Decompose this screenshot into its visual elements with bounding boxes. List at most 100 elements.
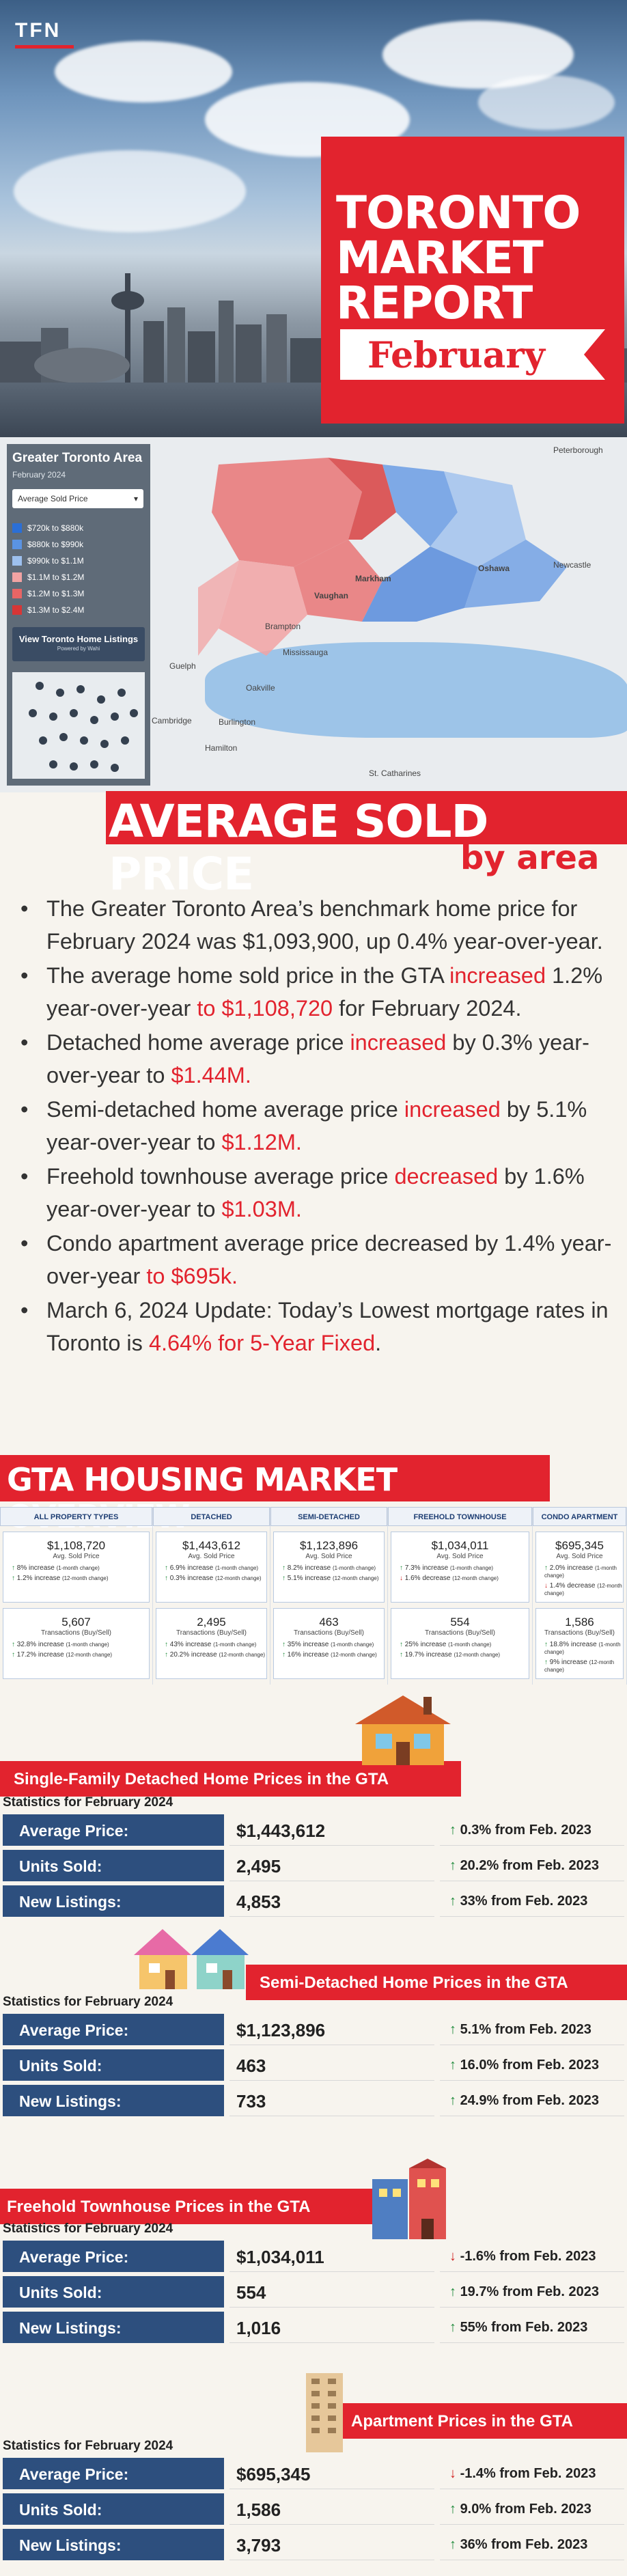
legend-item: $1.3M to $2.4M xyxy=(12,605,84,615)
stat-value: 4,853 xyxy=(229,1885,434,1917)
transactions-label: Transactions (Buy/Sell) xyxy=(176,1629,247,1637)
legend-swatch xyxy=(12,589,22,598)
overview-column-header: SEMI-DETACHED xyxy=(270,1507,387,1526)
change-text: 7.3% increase xyxy=(404,1564,449,1572)
avg-price-value: $1,123,896 xyxy=(299,1539,359,1552)
arrow-up-icon: ↑ xyxy=(400,1564,403,1572)
change-note: (1-month change) xyxy=(448,1642,492,1648)
change-text: 35% increase xyxy=(287,1641,329,1648)
arrow-down-icon: ↓ xyxy=(449,2466,456,2481)
change-text: 32.8% increase xyxy=(16,1641,64,1648)
highlight-emphasis: increased xyxy=(449,963,546,988)
arrow-up-icon: ↑ xyxy=(165,1564,168,1572)
stat-label: Average Price: xyxy=(3,2458,224,2489)
change-note: (1-month change) xyxy=(544,1565,617,1579)
arrow-up-icon: ↑ xyxy=(282,1651,285,1659)
map-label: Oshawa xyxy=(478,564,510,573)
stat-change-text: -1.6% from Feb. 2023 xyxy=(460,2249,596,2264)
change-note: (12-month change) xyxy=(452,1575,499,1581)
stats-row: Average Price: $695,345 ↓ -1.4% from Feb. … xyxy=(3,2458,624,2491)
section-title: Apartment Prices in the GTA xyxy=(351,2412,573,2430)
highlight-item: Freehold townhouse average price decreas… xyxy=(20,1160,615,1225)
highlight-text: Freehold townhouse average price xyxy=(46,1164,395,1189)
arrow-down-icon: ↓ xyxy=(544,1582,548,1590)
arrow-up-icon: ↑ xyxy=(449,1858,456,1873)
panel-subtitle: February 2024 xyxy=(12,470,66,480)
metric-select-value: Average Sold Price xyxy=(18,494,88,503)
arrow-up-icon: ↑ xyxy=(12,1575,15,1582)
title-line-2: MARKET xyxy=(336,232,544,284)
stat-value: $1,123,896 xyxy=(229,2014,434,2045)
transactions-value: 554 xyxy=(450,1616,470,1629)
change-note: (12-month change) xyxy=(66,1652,113,1658)
stat-value: 2,495 xyxy=(229,1850,434,1881)
highlight-emphasis: $1.44M. xyxy=(171,1063,251,1088)
arrow-up-icon: ↑ xyxy=(282,1641,285,1648)
market-highlights-list: The Greater Toronto Area’s benchmark hom… xyxy=(20,892,615,1361)
overview-column: DETACHED $1,443,612 Avg. Sold Price ↑ 6.9% … xyxy=(153,1507,270,1685)
arrow-up-icon: ↑ xyxy=(12,1641,15,1648)
arrow-up-icon: ↑ xyxy=(449,2058,456,2073)
stat-change: ↑ 24.9% from Feb. 2023 xyxy=(440,2085,624,2116)
month-label: February xyxy=(367,335,546,376)
change-text: 2.0% increase xyxy=(549,1564,594,1572)
stat-label: Units Sold: xyxy=(3,2493,224,2525)
overview-column: CONDO APARTMENT $695,345 Avg. Sold Price ↑ … xyxy=(533,1507,627,1685)
highlight-emphasis: increased xyxy=(350,1030,447,1055)
stat-change-text: 24.9% from Feb. 2023 xyxy=(460,2093,599,2108)
gta-price-map[interactable]: Peterborough Markham Vaughan Oshawa Bram… xyxy=(0,437,627,792)
section-title: Freehold Townhouse Prices in the GTA xyxy=(7,2198,311,2216)
overview-title-banner: GTA HOUSING MARKET OVERVIEW xyxy=(0,1455,550,1535)
map-label: Cambridge xyxy=(152,716,192,725)
change-note: (12-month change) xyxy=(544,1659,615,1673)
highlight-emphasis: $1.12M. xyxy=(221,1130,302,1154)
highlight-item: March 6, 2024 Update: Today’s Lowest mor… xyxy=(20,1294,615,1359)
highlight-text: by 5.1% year-over-year to xyxy=(46,1097,587,1154)
stat-value: 1,586 xyxy=(229,2493,434,2525)
stat-change: ↑ 0.3% from Feb. 2023 xyxy=(440,1814,624,1846)
price-card: $1,108,720 Avg. Sold Price ↑ 8% increase (… xyxy=(3,1532,150,1603)
stat-change: ↓ -1.4% from Feb. 2023 xyxy=(440,2458,624,2489)
section-banner: Single-Family Detached Home Prices in th… xyxy=(0,1761,461,1797)
metric-select[interactable]: Average Sold Price ▾ xyxy=(12,489,143,508)
change-text: 1.2% increase xyxy=(16,1575,61,1582)
stat-value: 463 xyxy=(229,2049,434,2081)
view-listings-label: View Toronto Home Listings xyxy=(18,634,139,644)
stats-row: New Listings: 4,853 ↑ 33% from Feb. 2023 xyxy=(3,1885,624,1918)
arrow-up-icon: ↑ xyxy=(400,1641,403,1648)
arrow-down-icon: ↓ xyxy=(400,1575,403,1582)
highlight-text: . xyxy=(375,1331,382,1355)
arrow-up-icon: ↑ xyxy=(165,1651,168,1659)
change-note: (12-month change) xyxy=(332,1575,379,1581)
stats-period-label: Statistics for February 2024 xyxy=(3,2439,173,2453)
highlight-emphasis: increased xyxy=(404,1097,501,1122)
change-text: 20.2% increase xyxy=(169,1651,217,1659)
stats-row: Units Sold: 554 ↑ 19.7% from Feb. 2023 xyxy=(3,2276,624,2309)
view-listings-button[interactable]: View Toronto Home Listings Powered by Wa… xyxy=(12,627,145,661)
avg-price-value: $1,443,612 xyxy=(182,1539,241,1552)
title-line-1: TORONTO xyxy=(336,186,581,239)
stat-change-text: 9.0% from Feb. 2023 xyxy=(460,2502,591,2517)
map-label: Mississauga xyxy=(283,648,329,657)
highlight-emphasis: 4.64% for 5-Year Fixed xyxy=(148,1331,376,1355)
transactions-label: Transactions (Buy/Sell) xyxy=(425,1629,495,1637)
map-label: Oakville xyxy=(246,683,275,693)
legend-swatch xyxy=(12,540,22,549)
highlight-item: The average home sold price in the GTA i… xyxy=(20,959,615,1025)
arrow-up-icon: ↑ xyxy=(449,2093,456,2108)
section-title: Semi-Detached Home Prices in the GTA xyxy=(260,1973,568,1992)
highlight-emphasis: to $1,108,720 xyxy=(197,996,333,1021)
overview-column: SEMI-DETACHED $1,123,896 Avg. Sold Price ↑ … xyxy=(270,1507,388,1685)
panel-title: Greater Toronto Area xyxy=(12,451,143,465)
highlight-text: by 0.3% year-over-year to xyxy=(46,1030,589,1088)
change-text: 6.9% increase xyxy=(169,1564,214,1572)
listing-dots-preview xyxy=(12,672,145,779)
legend-item: $990k to $1.1M xyxy=(12,556,84,566)
overview-column: FREEHOLD TOWNHOUSE $1,034,011 Avg. Sold Pr… xyxy=(388,1507,533,1685)
transactions-card: 5,607 Transactions (Buy/Sell) ↑ 32.8% incr… xyxy=(3,1608,150,1679)
price-card: $1,443,612 Avg. Sold Price ↑ 6.9% increase… xyxy=(156,1532,267,1603)
legend-item: $1.1M to $1.2M xyxy=(12,572,84,582)
price-card: $1,123,896 Avg. Sold Price ↑ 8.2% increase… xyxy=(273,1532,385,1603)
stats-row: Average Price: $1,443,612 ↑ 0.3% from Feb.… xyxy=(3,1814,624,1847)
map-legend-panel: Greater Toronto Area February 2024 Avera… xyxy=(7,444,150,786)
